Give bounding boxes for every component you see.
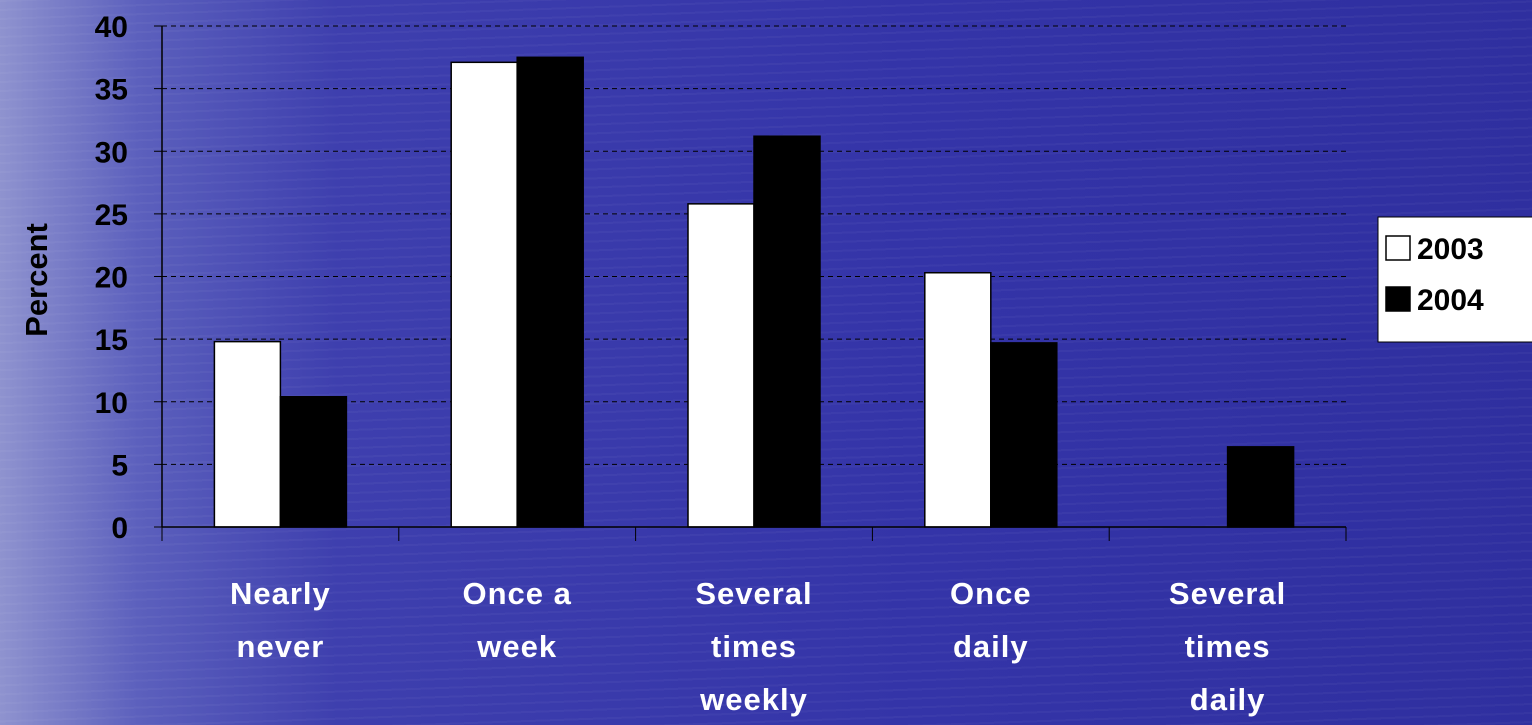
category-label: Several bbox=[1169, 576, 1286, 611]
bars bbox=[213, 56, 1295, 528]
bar-2004 bbox=[990, 342, 1058, 528]
y-tick-labels: 0 5 10 15 20 25 30 35 40 bbox=[95, 11, 128, 545]
category-label: daily bbox=[1190, 682, 1266, 717]
bar-2004 bbox=[279, 395, 348, 528]
category-label: Once a bbox=[463, 576, 572, 611]
y-axis-title: Percent bbox=[19, 223, 54, 337]
category-label: times bbox=[711, 629, 797, 664]
y-tick-label: 40 bbox=[95, 11, 128, 44]
legend: 2003 2004 bbox=[1377, 216, 1532, 343]
bar-2004 bbox=[753, 135, 821, 528]
y-tick-label: 30 bbox=[95, 136, 128, 169]
bar-2004 bbox=[516, 56, 584, 528]
category-label: daily bbox=[953, 629, 1029, 664]
category-label: Once bbox=[950, 576, 1032, 611]
y-tick-label: 15 bbox=[95, 324, 128, 357]
category-label: Nearly bbox=[230, 576, 331, 611]
legend-swatch-2004 bbox=[1385, 286, 1411, 312]
bar-2003 bbox=[924, 271, 992, 528]
category-label: times bbox=[1185, 629, 1271, 664]
category-label: Several bbox=[695, 576, 812, 611]
y-tick-label: 35 bbox=[95, 74, 128, 107]
y-tick-label: 0 bbox=[111, 512, 128, 545]
category-label: weekly bbox=[699, 682, 808, 717]
bar-2003 bbox=[450, 61, 518, 528]
axes bbox=[154, 25, 1347, 541]
category-label: week bbox=[476, 629, 557, 664]
legend-label-2004: 2004 bbox=[1417, 284, 1484, 317]
y-tick-label: 10 bbox=[95, 387, 128, 420]
y-tick-label: 25 bbox=[95, 199, 128, 232]
category-label: never bbox=[237, 629, 325, 664]
legend-label-2003: 2003 bbox=[1417, 233, 1484, 266]
category-labels: Nearly never Once a week Several times weekly O… bbox=[230, 576, 1286, 717]
y-tick-label: 5 bbox=[111, 449, 128, 482]
y-tick-label: 20 bbox=[95, 262, 128, 295]
bar-2004 bbox=[1226, 446, 1295, 528]
bar-2003 bbox=[213, 340, 282, 528]
legend-swatch-2003 bbox=[1385, 235, 1411, 261]
bar-2003 bbox=[687, 203, 755, 528]
